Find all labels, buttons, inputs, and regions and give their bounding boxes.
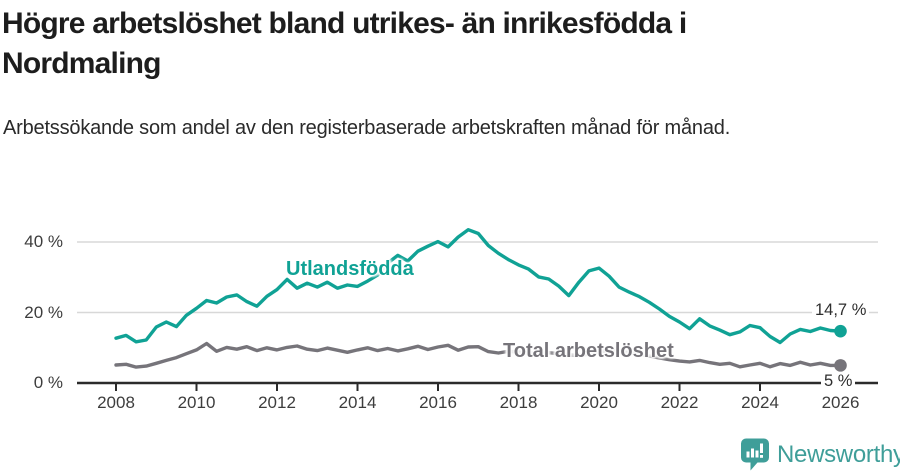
- series-end-dot: [834, 359, 847, 372]
- x-axis-tick-label: 2016: [419, 393, 457, 412]
- page-subtitle: Arbetssökande som andel av den registerb…: [3, 117, 731, 139]
- series-label-utlandsfodda: Utlandsfödda: [286, 258, 414, 280]
- end-value-label-total: 5 %: [821, 372, 856, 391]
- x-axis-tick-label: 2008: [97, 393, 135, 412]
- end-value-label-utlandsfodda: 14,7 %: [812, 301, 870, 320]
- x-axis-tick-label: 2024: [741, 393, 779, 412]
- series-label-total-arbetsloshet: Total arbetslöshet: [503, 340, 674, 362]
- x-axis-tick-label: 2018: [499, 393, 538, 412]
- x-axis-tick-label: 2022: [660, 393, 699, 412]
- series-line: [114, 341, 843, 369]
- footer-brand[interactable]: Newsworthy: [740, 438, 900, 471]
- y-axis-tick-label: 0 %: [33, 373, 63, 392]
- x-axis-tick-label: 2014: [338, 393, 377, 412]
- series-line: [114, 227, 843, 345]
- page-title: Högre arbetslöshet bland utrikes- än inr…: [2, 7, 687, 80]
- y-axis-tick-label: 40 %: [24, 232, 63, 251]
- newsworthy-brand-text: Newsworthy: [777, 440, 900, 468]
- y-axis-tick-label: 20 %: [24, 302, 63, 322]
- x-axis-tick-label: 2026: [821, 393, 860, 412]
- series-end-dot: [834, 324, 847, 338]
- x-axis-tick-label: 2012: [258, 393, 296, 412]
- x-axis-tick-label: 2020: [580, 393, 618, 412]
- newsworthy-logo-icon: [741, 438, 769, 471]
- x-axis-tick-label: 2010: [177, 393, 216, 412]
